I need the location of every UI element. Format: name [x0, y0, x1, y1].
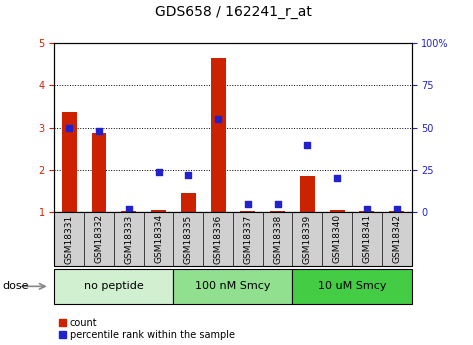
Text: 10 uM Smcy: 10 uM Smcy: [318, 282, 386, 291]
Legend: count, percentile rank within the sample: count, percentile rank within the sample: [59, 318, 235, 340]
Bar: [151, 210, 166, 212]
Point: [304, 142, 311, 147]
Text: 100 nM Smcy: 100 nM Smcy: [195, 282, 271, 291]
Bar: [330, 210, 344, 212]
Text: GSM18342: GSM18342: [392, 214, 401, 264]
Point: [274, 201, 281, 206]
Point: [244, 201, 252, 206]
Point: [214, 116, 222, 122]
Text: GSM18335: GSM18335: [184, 214, 193, 264]
Bar: [240, 211, 255, 212]
Point: [393, 206, 401, 211]
Text: dose: dose: [2, 282, 29, 291]
Text: GSM18338: GSM18338: [273, 214, 282, 264]
Bar: [270, 211, 285, 212]
Text: no peptide: no peptide: [84, 282, 144, 291]
Point: [95, 128, 103, 134]
Text: GSM18339: GSM18339: [303, 214, 312, 264]
Text: GSM18337: GSM18337: [243, 214, 252, 264]
Bar: [389, 211, 404, 212]
Text: GSM18331: GSM18331: [65, 214, 74, 264]
Bar: [122, 211, 136, 212]
Point: [184, 172, 192, 178]
Text: GSM18332: GSM18332: [95, 214, 104, 264]
Bar: [62, 111, 77, 212]
Point: [65, 125, 73, 130]
Text: GSM18336: GSM18336: [214, 214, 223, 264]
Bar: [181, 193, 196, 212]
Bar: [210, 58, 226, 212]
Text: GSM18333: GSM18333: [124, 214, 133, 264]
Point: [125, 206, 132, 211]
Text: GDS658 / 162241_r_at: GDS658 / 162241_r_at: [155, 5, 311, 19]
Point: [333, 176, 341, 181]
Point: [363, 206, 371, 211]
Bar: [359, 211, 374, 212]
Bar: [92, 133, 106, 212]
Text: GSM18340: GSM18340: [333, 214, 342, 264]
Point: [155, 169, 162, 174]
Text: GSM18334: GSM18334: [154, 214, 163, 264]
Text: GSM18341: GSM18341: [362, 214, 371, 264]
Bar: [300, 176, 315, 212]
